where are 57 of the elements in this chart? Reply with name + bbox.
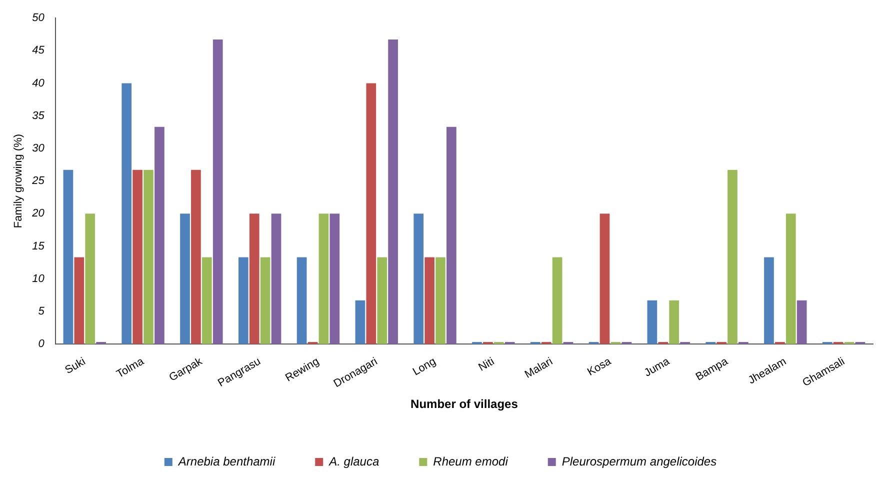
x-tick-label: Juma (642, 355, 672, 380)
y-tick-label: 5 (38, 305, 46, 318)
x-tick-label: Suki (63, 356, 88, 377)
y-tick-label: 40 (32, 77, 46, 90)
legend-label: A. glauca (328, 454, 380, 468)
y-tick-label: 30 (32, 142, 46, 154)
bar (260, 257, 270, 344)
bar (202, 257, 212, 344)
bar (786, 214, 796, 344)
bar (180, 214, 190, 344)
y-tick-label: 50 (32, 12, 46, 24)
bar (318, 214, 329, 344)
bar (764, 257, 774, 344)
y-tick-label: 35 (32, 110, 46, 122)
x-tick-label: Niti (476, 356, 496, 374)
y-tick-label: 25 (31, 175, 46, 188)
legend-label: Rheum emodi (433, 454, 508, 468)
bar (63, 170, 74, 344)
bar (377, 257, 388, 344)
bar (647, 300, 658, 344)
bar (122, 83, 132, 344)
bar (600, 214, 610, 344)
bar (296, 257, 307, 344)
bar (446, 126, 456, 344)
bar (366, 83, 376, 344)
bar (85, 214, 96, 344)
y-axis-title: Family growing (%) (12, 134, 25, 228)
bar (144, 170, 154, 344)
bar (414, 214, 424, 344)
x-axis-title: Number of villages (410, 397, 518, 412)
bar (132, 170, 142, 344)
bar (424, 257, 434, 344)
x-tick-label: Kosa (586, 355, 614, 378)
bar (436, 257, 446, 344)
bar (191, 170, 201, 344)
y-tick-label: 10 (32, 272, 46, 285)
bar (728, 170, 738, 344)
bar (388, 40, 398, 344)
legend-label: Arnebia benthamii (177, 454, 276, 468)
bar (249, 214, 260, 344)
y-tick-label: 0 (38, 338, 46, 350)
y-tick-label: 45 (32, 44, 46, 57)
bar (74, 257, 84, 344)
bar (330, 214, 340, 344)
bar (669, 300, 680, 344)
bar (238, 257, 248, 344)
legend-label: Pleurospermum angelicoides (562, 454, 717, 468)
bar (154, 126, 164, 344)
x-tick-label: Long (410, 356, 438, 378)
bar (796, 300, 807, 344)
y-tick-label: 20 (31, 208, 46, 220)
bar (552, 257, 562, 344)
bar (271, 214, 282, 344)
bar (355, 300, 366, 344)
bar (212, 40, 223, 344)
y-tick-label: 15 (32, 240, 46, 252)
x-tick-label: Tolma (114, 355, 147, 381)
